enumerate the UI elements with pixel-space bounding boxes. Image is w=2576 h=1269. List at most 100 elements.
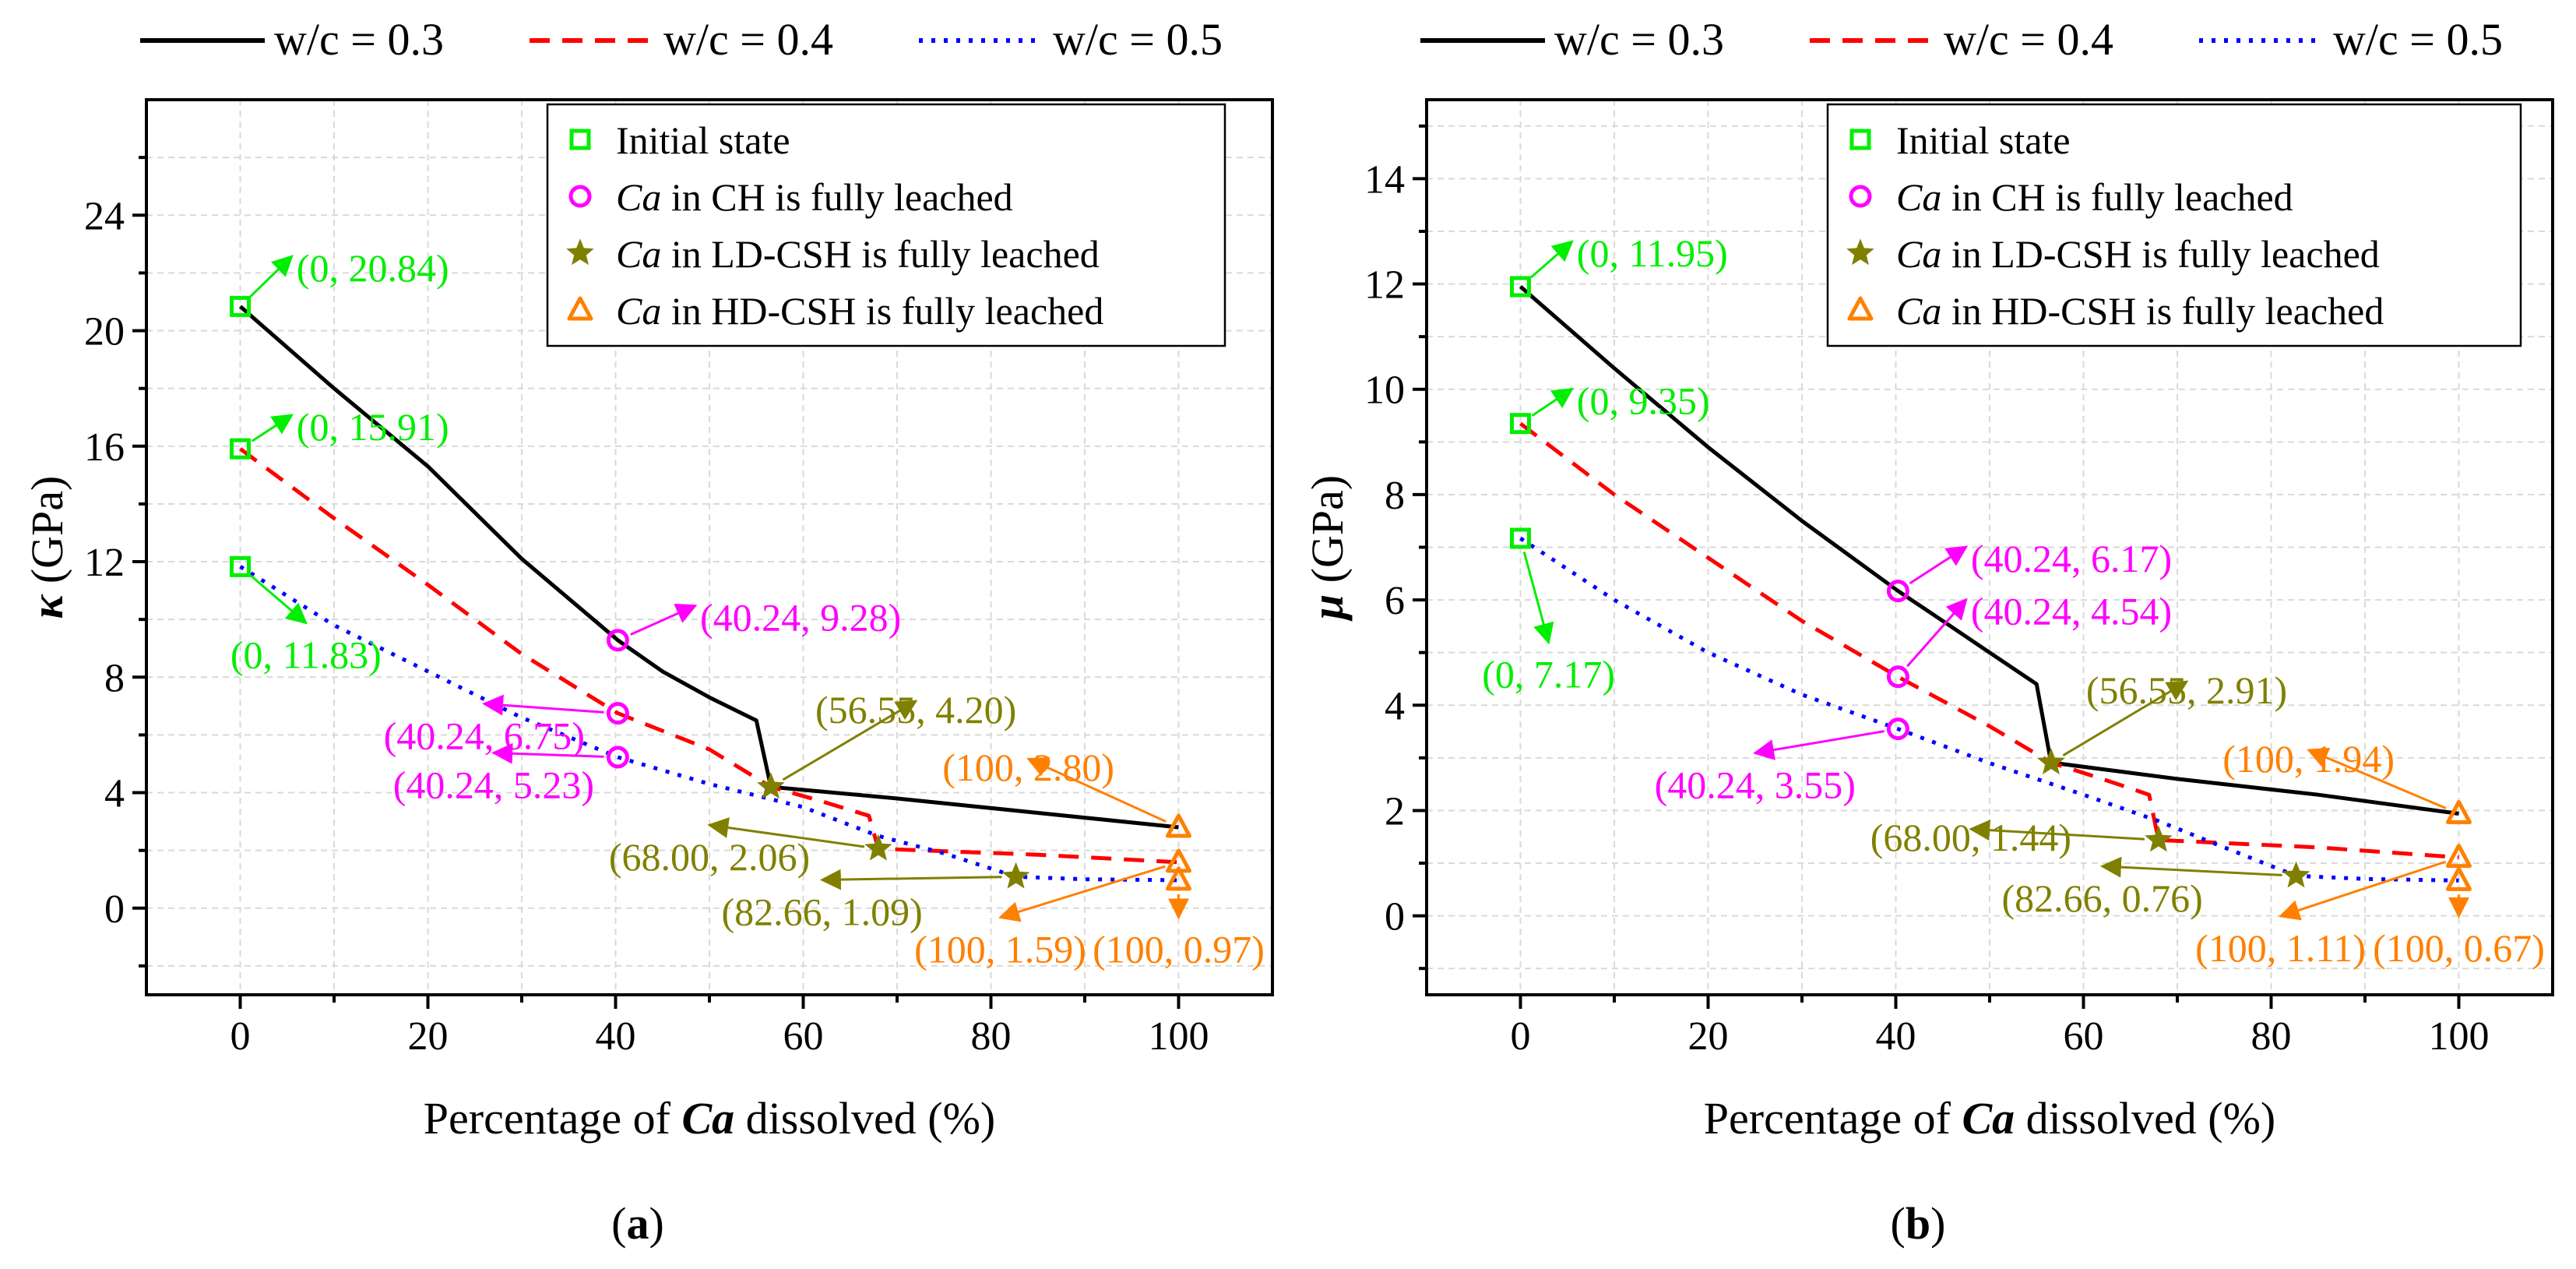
marker-ch (1886, 665, 1909, 689)
annotation-label: (40.24, 9.28) (700, 595, 901, 639)
annotation-arrow (707, 817, 865, 848)
y-tick-label: 8 (1385, 474, 1405, 518)
y-axis-label-part: μ (1302, 594, 1353, 622)
x-axis-label-part: dissolved (%) (2015, 1093, 2275, 1144)
annotation-label: (68.00, 1.44) (1870, 816, 2071, 859)
x-tick-label-part: 0 (1511, 1014, 1531, 1059)
marker-hdcsh (1166, 866, 1191, 891)
marker-ch (1886, 717, 1909, 741)
legend-marker-label-part: Ca (616, 289, 661, 333)
y-tick-label: 4 (104, 772, 125, 816)
legend-series-label-part: w/c = 0.3 (1554, 14, 1724, 65)
annotation-arrow (250, 574, 308, 625)
annotation-arrow (782, 700, 918, 781)
annotations: (0, 11.95) (0, 9.35) (0, 7.17) (40.24, 6.17… (1482, 231, 2545, 970)
annotation-label: (100, 1.94) (2222, 737, 2395, 781)
series-group (1519, 285, 2459, 883)
x-tick-label: 80 (971, 1014, 1012, 1059)
marker-ldcsh (2037, 748, 2065, 775)
annotation-label-part: (56.55, 2.91) (2086, 668, 2287, 712)
legend-marker-label-part: Ca (616, 232, 661, 276)
legend-marker-circle (1849, 185, 1872, 208)
marker-hdcsh (2446, 866, 2472, 891)
y-tick-label-part: 14 (1364, 157, 1405, 202)
y-tick-label: 12 (1364, 263, 1405, 308)
legend-series-label-part: w/c = 0.4 (1944, 14, 2113, 65)
y-tick-label: 2 (1385, 789, 1405, 834)
y-tick-label-part: 0 (1385, 895, 1405, 939)
marker-ch (1886, 580, 1909, 603)
legend-marker-label: Ca in HD-CSH is fully leached (1896, 289, 2384, 333)
annotation-label-part: (100, 0.97) (1093, 928, 1265, 971)
marker-initial (230, 438, 251, 460)
annotation-arrow (2278, 860, 2446, 921)
legend-marker-label-part: Ca (1896, 232, 1941, 276)
legend-marker-label-part: Ca (616, 175, 661, 219)
annotation-label-part: (0, 11.95) (1577, 231, 1728, 275)
annotation-label: (68.00, 2.06) (609, 835, 810, 879)
panel-label-part: ( (611, 1198, 626, 1249)
legend-series-label-part: w/c = 0.3 (274, 14, 444, 65)
legend-marker-label: Ca in CH is fully leached (1896, 175, 2293, 219)
annotation-label-part: (40.24, 6.75) (384, 714, 585, 757)
x-tick-label: 60 (2064, 1014, 2104, 1059)
x-tick-label-part: 0 (231, 1014, 251, 1059)
annotation-label-part: (68.00, 1.44) (1870, 816, 2071, 859)
series-line-solid (238, 305, 1179, 830)
marker-ch (606, 702, 629, 725)
annotation-label-part: (0, 20.84) (297, 246, 449, 290)
annotation-arrow (482, 694, 604, 716)
y-tick-label: 24 (84, 194, 125, 238)
legend-series-label-part: w/c = 0.4 (663, 14, 833, 65)
chart-panel-b: w/c = 0.3 w/c = 0.4 w/c = 0.5 0 20 40 60 80 100 0… (1302, 14, 2554, 1249)
y-tick-label: 10 (1364, 368, 1405, 413)
x-axis-label-part: Percentage of (424, 1093, 682, 1144)
annotation-label-part: (0, 11.83) (231, 633, 382, 677)
legend-box (546, 103, 1226, 347)
annotation-arrow (1909, 545, 1969, 585)
legend-series-label: w/c = 0.5 (1053, 14, 1223, 65)
y-axis-label: μ (GPa) (1302, 475, 1353, 622)
annotation-arrow (998, 865, 1166, 922)
marker-ldcsh (2145, 825, 2173, 852)
annotation-label: (0, 20.84) (297, 246, 449, 290)
legend-marker-circle (568, 185, 592, 208)
legend-marker-label-part: in CH is fully leached (1941, 175, 2293, 219)
panel-label-part: ) (649, 1198, 664, 1249)
legend-marker-label-part: in HD-CSH is fully leached (661, 289, 1103, 333)
legend-series-label: w/c = 0.4 (1944, 14, 2113, 65)
legend-marker-label: Ca in LD-CSH is fully leached (616, 232, 1100, 276)
annotation-label-part: (0, 9.35) (1577, 379, 1710, 422)
legend-marker-label: Ca in HD-CSH is fully leached (616, 289, 1103, 333)
x-tick-label: 40 (596, 1014, 636, 1059)
legend-marker-label: Initial state (616, 118, 790, 162)
legend-series-label: w/c = 0.3 (1554, 14, 1724, 65)
series-line-dotted (1519, 536, 2459, 883)
x-tick-label-part: 100 (1149, 1014, 1209, 1059)
legend-marker-label-part: in LD-CSH is fully leached (1941, 232, 2379, 276)
y-axis-label-part: (GPa) (22, 476, 72, 595)
annotation-arrow (1906, 597, 1968, 668)
annotation-label: (0, 11.83) (231, 633, 382, 677)
annotation-label-part: (40.24, 6.17) (1971, 537, 2172, 580)
panel-label-part: b (1906, 1198, 1930, 1249)
marker-initial (1510, 413, 1531, 435)
annotation-label: (100, 0.97) (1093, 928, 1265, 971)
y-tick-label-part: 4 (1385, 684, 1405, 728)
annotation-label-part: (0, 7.17) (1482, 653, 1615, 696)
marker-ch (606, 746, 629, 769)
x-tick-label: 60 (783, 1014, 824, 1059)
y-tick-label-part: 4 (104, 772, 125, 816)
x-tick-label: 0 (231, 1014, 251, 1059)
annotation-label: (40.24, 6.75) (384, 714, 585, 757)
legend-marker-label: Ca in CH is fully leached (616, 175, 1013, 219)
annotation-label: (82.66, 0.76) (2001, 876, 2202, 920)
y-axis-label-part: κ (22, 594, 72, 619)
x-tick-label-part: 20 (408, 1014, 449, 1059)
annotation-label: (56.55, 2.91) (2086, 668, 2287, 712)
annotation-label: (40.24, 5.23) (393, 763, 594, 806)
x-tick-label-part: 100 (2429, 1014, 2490, 1059)
x-tick-label-part: 80 (2251, 1014, 2292, 1059)
annotation-label-part: (100, 1.94) (2222, 737, 2395, 781)
panel-label-part: ( (1891, 1198, 1906, 1249)
